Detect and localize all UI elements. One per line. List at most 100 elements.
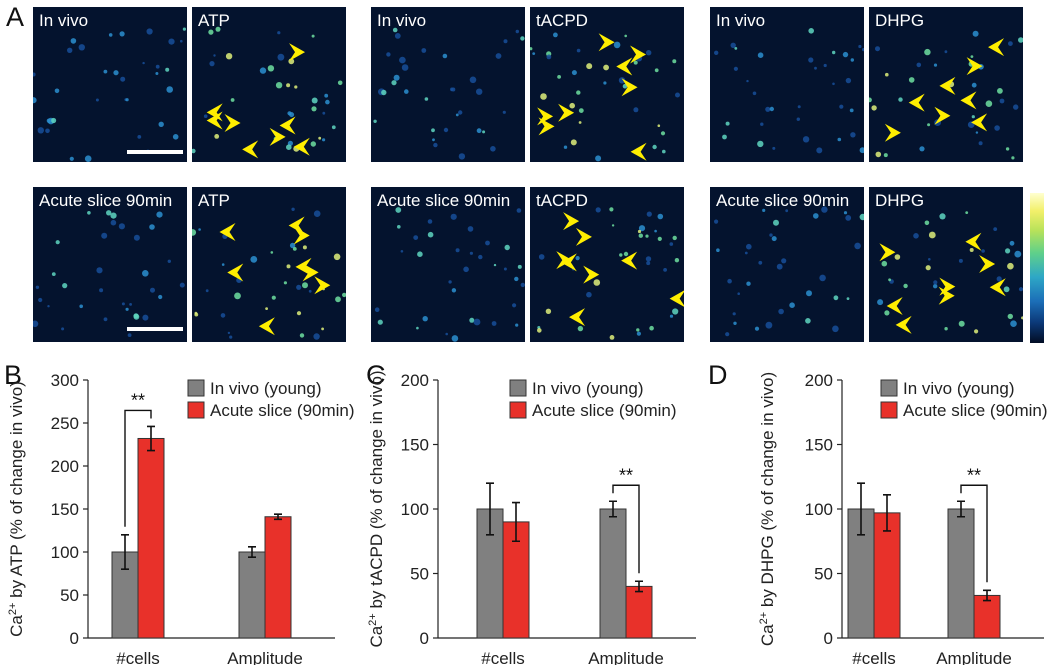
significance-label: ** bbox=[967, 465, 981, 485]
y-tick-label: 200 bbox=[401, 371, 429, 390]
panel-letter-c: C bbox=[366, 360, 386, 390]
bar-in-vivo bbox=[238, 551, 266, 639]
arrowhead-marker bbox=[988, 38, 1005, 57]
x-category-label: Amplitude bbox=[227, 649, 303, 665]
arrowhead-marker bbox=[583, 265, 600, 284]
error-bar bbox=[957, 500, 965, 518]
y-tick-label: 50 bbox=[60, 586, 79, 605]
arrowhead-marker bbox=[293, 137, 310, 156]
scale-bar bbox=[127, 150, 183, 154]
arrowhead-marker bbox=[288, 216, 305, 235]
arrowhead-marker bbox=[616, 57, 633, 76]
x-category-label: Amplitude bbox=[588, 649, 664, 665]
arrowhead-marker bbox=[206, 103, 223, 122]
stimulus-micrograph: ATP bbox=[192, 7, 346, 162]
y-tick-label: 200 bbox=[51, 457, 79, 476]
intensity-colorbar bbox=[1030, 193, 1044, 343]
y-tick-label: 50 bbox=[814, 565, 833, 584]
cell-field bbox=[374, 207, 525, 342]
y-tick-label: 150 bbox=[401, 436, 429, 455]
arrowhead-marker bbox=[227, 263, 244, 282]
significance-bracket bbox=[960, 484, 988, 583]
panel-letter-a: A bbox=[6, 2, 25, 32]
bar-acute-slice bbox=[973, 594, 1001, 639]
panel-letter-d: D bbox=[708, 360, 728, 390]
x-category-label: Amplitude bbox=[936, 649, 1012, 665]
stimulus-micrograph: ATP bbox=[192, 187, 346, 342]
legend-swatch bbox=[187, 379, 205, 397]
stimulus-label: ATP bbox=[198, 191, 230, 210]
baseline-label: In vivo bbox=[377, 11, 427, 30]
arrowhead-marker bbox=[279, 116, 296, 135]
y-tick-label: 300 bbox=[51, 371, 79, 390]
cell-field bbox=[373, 27, 525, 160]
bar-acute-slice bbox=[264, 516, 292, 639]
baseline-micrograph: In vivo bbox=[33, 7, 187, 162]
legend-swatch bbox=[880, 379, 898, 397]
legend-swatch bbox=[509, 379, 527, 397]
y-axis-label: Ca2+ by tACPD (% of change in vivo) bbox=[367, 370, 386, 647]
arrowhead-marker bbox=[971, 113, 988, 132]
significance-label: ** bbox=[131, 390, 145, 410]
legend-swatch bbox=[187, 401, 205, 419]
stimulus-micrograph: DHPG bbox=[869, 7, 1023, 162]
baseline-micrograph: In vivo bbox=[710, 7, 864, 162]
arrowhead-marker bbox=[575, 227, 592, 246]
baseline-micrograph: Acute slice 90min bbox=[371, 187, 525, 342]
arrowhead-marker bbox=[224, 113, 241, 132]
arrowhead-marker bbox=[563, 212, 580, 231]
bar-acute-slice bbox=[873, 512, 901, 639]
stimulus-label: tACPD bbox=[536, 191, 588, 210]
significance-label: ** bbox=[619, 465, 633, 485]
x-category-label: #cells bbox=[116, 649, 159, 665]
legend-label: In vivo (young) bbox=[210, 379, 322, 398]
arrowhead-marker bbox=[269, 127, 286, 146]
arrowhead-marker bbox=[258, 317, 275, 336]
baseline-label: Acute slice 90min bbox=[377, 191, 511, 210]
cell-field bbox=[530, 32, 680, 162]
arrowhead-marker bbox=[293, 226, 310, 245]
panel-letter-b: B bbox=[4, 360, 23, 390]
y-tick-label: 250 bbox=[51, 414, 79, 433]
error-bar bbox=[512, 501, 520, 543]
cell-field bbox=[192, 207, 346, 340]
stimulus-label: ATP bbox=[198, 11, 230, 30]
y-tick-label: 0 bbox=[420, 629, 429, 648]
y-tick-label: 50 bbox=[410, 565, 429, 584]
y-tick-label: 150 bbox=[51, 500, 79, 519]
error-bar bbox=[147, 425, 155, 452]
arrowhead-marker bbox=[289, 43, 306, 62]
cell-field bbox=[714, 206, 864, 337]
arrowhead-marker bbox=[621, 78, 638, 97]
legend-label: Acute slice (90min) bbox=[903, 401, 1048, 420]
y-tick-label: 0 bbox=[70, 629, 79, 648]
arrowhead-marker bbox=[965, 232, 982, 251]
cell-field bbox=[537, 207, 684, 340]
arrowhead-marker bbox=[966, 57, 983, 76]
legend-label: Acute slice (90min) bbox=[532, 401, 677, 420]
cell-field bbox=[869, 30, 1023, 160]
bar-chart-b: 0 50 100 150 200 250 300 Ca2+ by ATP (% of chan… bbox=[7, 371, 355, 665]
y-tick-label: 200 bbox=[805, 371, 833, 390]
stimulus-label: tACPD bbox=[536, 11, 588, 30]
legend-label: Acute slice (90min) bbox=[210, 401, 355, 420]
legend-swatch bbox=[509, 401, 527, 419]
stimulus-micrograph: DHPG bbox=[869, 187, 1023, 342]
arrowhead-marker bbox=[989, 278, 1006, 297]
arrowhead-marker bbox=[630, 45, 647, 64]
bar-acute-slice bbox=[625, 585, 653, 639]
y-tick-label: 150 bbox=[805, 436, 833, 455]
arrowhead-marker bbox=[908, 93, 925, 112]
error-bar bbox=[883, 494, 891, 532]
significance-bracket bbox=[612, 484, 640, 574]
arrowhead-marker bbox=[558, 103, 575, 122]
bar-acute-slice bbox=[137, 437, 165, 639]
y-tick-label: 100 bbox=[401, 500, 429, 519]
y-axis-label: Ca2+ by ATP (% of change in vivo) bbox=[7, 381, 26, 637]
error-bar bbox=[609, 500, 617, 518]
baseline-label: In vivo bbox=[39, 11, 89, 30]
stimulus-label: DHPG bbox=[875, 11, 925, 30]
arrowhead-marker bbox=[939, 76, 956, 95]
y-axis-label: Ca2+ by DHPG (% of change in vivo) bbox=[758, 372, 777, 646]
